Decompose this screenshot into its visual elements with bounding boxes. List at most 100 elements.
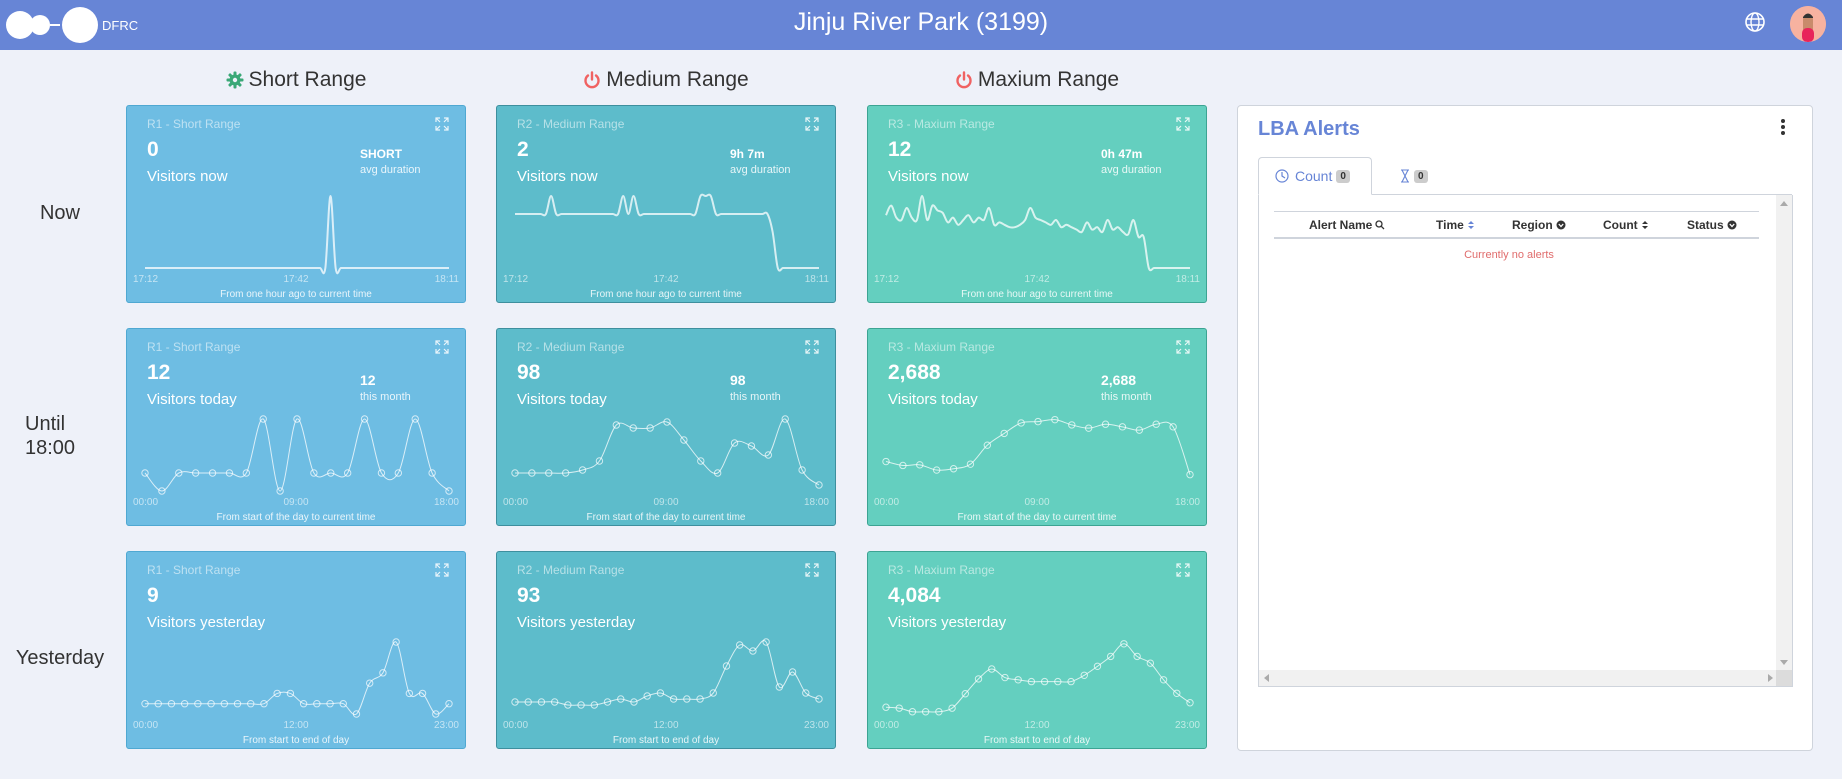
data-point	[709, 689, 717, 697]
sparkline-chart	[141, 415, 453, 495]
visitor-count: 93	[517, 584, 541, 607]
secondary-label: this month	[1101, 391, 1152, 403]
data-point	[207, 700, 215, 708]
user-avatar[interactable]	[1790, 6, 1826, 42]
visitor-card-today-short[interactable]: R1 - Short Range 12 Visitors today 12 this m…	[126, 328, 466, 526]
visitor-card-now-max[interactable]: R3 - Maxium Range 12 Visitors now 0h 47m avg…	[867, 105, 1207, 303]
tab-duration-badge: 0	[1414, 169, 1428, 183]
secondary-label: avg duration	[360, 164, 421, 176]
data-point	[327, 469, 335, 477]
data-point	[1014, 676, 1022, 684]
column-count[interactable]: Count	[1603, 218, 1649, 232]
data-point	[590, 701, 599, 709]
visitor-card-yesterday-short[interactable]: R1 - Short Range 9 Visitors yesterday 00:00…	[126, 551, 466, 749]
tab-duration[interactable]: 0	[1388, 157, 1428, 195]
data-point	[722, 662, 731, 670]
scroll-right-icon[interactable]	[1768, 674, 1773, 682]
row-label-text: Now	[39, 202, 80, 224]
page-title: Jinju River Park (3199)	[793, 8, 1049, 36]
visitor-count: 12	[147, 361, 171, 384]
visitor-card-today-max[interactable]: R3 - Maxium Range 2,688 Visitors today 2,68…	[867, 328, 1207, 526]
search-icon[interactable]	[1375, 220, 1385, 230]
data-point	[1054, 677, 1062, 686]
sort-icon[interactable]	[1467, 220, 1475, 230]
visitor-card-today-medium[interactable]: R2 - Medium Range 98 Visitors today 98 this …	[496, 328, 836, 526]
card-title: R3 - Maxium Range	[888, 340, 995, 354]
column-alert-name[interactable]: Alert Name	[1309, 218, 1385, 232]
expand-icon[interactable]	[435, 340, 449, 354]
column-region[interactable]: Region	[1512, 218, 1566, 232]
visitor-card-now-short[interactable]: R1 - Short Range 0 Visitors now SHORT avg du…	[126, 105, 466, 303]
visitor-count-label: Visitors now	[517, 168, 598, 185]
visitor-card-now-medium[interactable]: R2 - Medium Range 2 Visitors now 9h 7m avg d…	[496, 105, 836, 303]
data-point	[1186, 470, 1194, 479]
expand-icon[interactable]	[805, 117, 819, 131]
column-time[interactable]: Time	[1436, 218, 1475, 232]
sparkline-chart	[882, 640, 1194, 716]
data-point	[1118, 423, 1127, 431]
x-tick-end: 23:00	[1174, 720, 1200, 731]
expand-icon[interactable]	[805, 563, 819, 577]
data-point	[730, 439, 739, 447]
clock-icon	[1275, 169, 1289, 183]
sparkline-chart	[882, 415, 1194, 479]
column-label: Count	[1603, 218, 1638, 232]
data-point	[1101, 420, 1110, 428]
data-point	[1067, 677, 1075, 686]
chart-caption: From one hour ago to current time	[220, 289, 372, 300]
secondary-value: SHORT	[360, 147, 402, 161]
logo[interactable]: DFRC	[6, 5, 138, 45]
data-point	[511, 698, 519, 706]
logo-circle-big	[62, 7, 98, 43]
globe-icon[interactable]	[1744, 11, 1766, 33]
data-point	[775, 683, 784, 691]
tab-count[interactable]: Count 0	[1258, 157, 1372, 195]
more-options-icon[interactable]	[1780, 118, 1786, 136]
filter-icon[interactable]	[1556, 220, 1566, 230]
vertical-scrollbar[interactable]	[1776, 195, 1792, 671]
data-point	[1084, 424, 1093, 432]
scroll-down-icon[interactable]	[1780, 660, 1788, 665]
tab-count-badge: 0	[1336, 169, 1350, 183]
chart-caption: From start to end of day	[242, 735, 350, 746]
data-point	[882, 457, 890, 466]
data-point	[749, 647, 757, 655]
data-point	[798, 466, 806, 474]
data-point	[392, 638, 400, 646]
x-tick-mid: 12:00	[1024, 720, 1050, 731]
visitor-card-yesterday-medium[interactable]: R2 - Medium Range 93 Visitors yesterday 00:…	[496, 551, 836, 749]
scroll-up-icon[interactable]	[1780, 201, 1788, 206]
data-point	[405, 689, 414, 698]
sparkline-chart	[511, 415, 823, 489]
column-label: Time	[1436, 218, 1464, 232]
expand-icon[interactable]	[1176, 117, 1190, 131]
data-point	[564, 701, 572, 709]
chart-caption: From one hour ago to current time	[590, 289, 742, 300]
data-point	[882, 703, 890, 711]
data-point	[697, 457, 705, 465]
scroll-left-icon[interactable]	[1264, 674, 1269, 682]
secondary-label: this month	[360, 391, 411, 403]
chart-caption: From start of the day to current time	[957, 512, 1117, 523]
data-point	[629, 424, 637, 432]
chart-caption: From start of the day to current time	[216, 512, 376, 523]
filter-icon[interactable]	[1727, 220, 1737, 230]
card-title: R3 - Maxium Range	[888, 117, 995, 131]
visitor-card-yesterday-max[interactable]: R3 - Maxium Range 4,084 Visitors yesterday…	[867, 551, 1207, 749]
card-title: R3 - Maxium Range	[888, 563, 995, 577]
expand-icon[interactable]	[435, 117, 449, 131]
x-tick-start: 17:12	[133, 274, 159, 285]
data-point	[683, 695, 691, 703]
horizontal-scrollbar[interactable]	[1259, 670, 1778, 686]
sort-icon[interactable]	[1641, 220, 1649, 230]
data-point	[646, 424, 654, 432]
expand-icon[interactable]	[435, 563, 449, 577]
data-point	[1120, 640, 1128, 648]
expand-icon[interactable]	[1176, 340, 1190, 354]
expand-icon[interactable]	[805, 340, 819, 354]
column-status[interactable]: Status	[1687, 218, 1737, 232]
alerts-table-header: Alert Name Time Region Count	[1274, 211, 1759, 239]
column-header-short-range: Short Range	[126, 68, 466, 92]
expand-icon[interactable]	[1176, 563, 1190, 577]
data-point	[167, 700, 176, 708]
